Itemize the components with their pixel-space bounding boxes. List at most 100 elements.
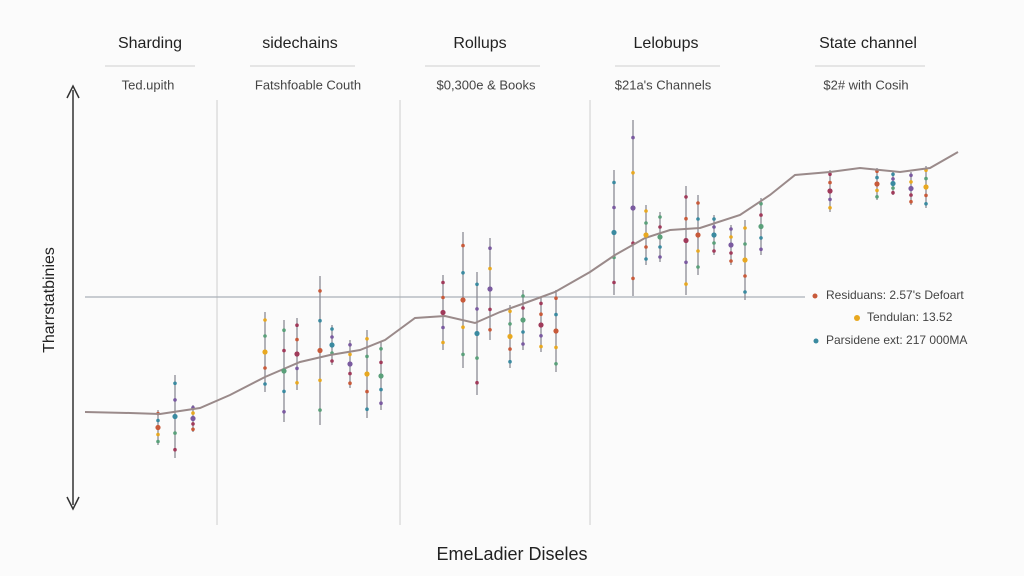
bar-dot [330, 359, 334, 363]
bar-dot [521, 330, 525, 334]
marker [329, 342, 335, 348]
bar-dot [554, 345, 558, 350]
x-axis-label: EmeLadier Diseles [436, 544, 587, 564]
bar-dot [712, 217, 716, 221]
bar-dot [173, 398, 177, 402]
bar-dot [365, 389, 369, 394]
column-title: sidechains [262, 35, 338, 52]
marker [520, 317, 526, 323]
bar-dot [828, 172, 832, 176]
marker [507, 333, 513, 340]
bar-dot [743, 242, 747, 246]
bar-dot [612, 280, 616, 285]
column-title: State channel [819, 35, 917, 52]
bar-dot [330, 327, 334, 331]
bar-dot [759, 213, 763, 217]
y-axis [66, 84, 80, 511]
bar-dot [658, 245, 662, 249]
bar-dot [712, 249, 716, 253]
bar-dot [156, 439, 160, 444]
bar-dot [295, 323, 299, 328]
bar-dot [909, 193, 913, 197]
bar-dot [521, 342, 525, 346]
bar-dot [475, 380, 479, 385]
bar-dot [330, 335, 334, 339]
legend-entry: Residuans: 2.57's Defoart [826, 288, 964, 302]
column-title: Lelobups [634, 35, 699, 52]
bar-dot [379, 387, 383, 392]
marker [643, 232, 649, 238]
bar-dot [348, 371, 352, 376]
bar-dot [712, 225, 716, 229]
marker [474, 330, 480, 337]
legend-entry: Parsidene ext: 217 000MA [826, 333, 967, 347]
bar-dot [875, 188, 879, 193]
bar-dot [173, 431, 177, 435]
bar-dot [295, 337, 299, 342]
bar-dot [612, 205, 616, 210]
bar-dot [263, 382, 267, 386]
bar-dot [365, 337, 369, 341]
marker [923, 184, 929, 190]
marker [742, 257, 748, 263]
trend-line [84, 151, 959, 416]
column-subtitle: $0,300e & Books [436, 77, 536, 92]
bar-dot [318, 378, 322, 383]
bar-dot [828, 180, 832, 185]
bar-dot [712, 241, 716, 245]
bar-dot [729, 235, 733, 239]
bar-dot [759, 236, 763, 240]
bar-dot [696, 249, 700, 253]
bar-dot [729, 227, 733, 231]
y-axis-label: Tharrstatbinies [41, 247, 58, 353]
bar-dot [696, 217, 700, 221]
bar-dot [729, 251, 733, 255]
bar-dot [318, 318, 322, 323]
bar-dot [263, 318, 267, 322]
bar-dot [461, 271, 465, 275]
bar-dot [318, 289, 322, 293]
marker [347, 361, 353, 367]
bar-dot [488, 266, 492, 271]
marker [487, 286, 493, 292]
bar-dot [508, 309, 512, 314]
legend-entry: Tendulan: 13.52 [867, 310, 953, 324]
bar-dot [295, 381, 299, 385]
marker [711, 232, 717, 238]
bar-dot [891, 186, 895, 190]
bar-dot [644, 257, 648, 261]
axis-arrows [66, 84, 80, 511]
bar-dot [828, 206, 832, 210]
bar-dot [475, 307, 479, 311]
bar-dot [909, 199, 913, 204]
marker [281, 368, 287, 374]
bar-dot [521, 306, 525, 310]
bar-dot [684, 195, 688, 199]
bar-dot [909, 180, 913, 184]
bar-dot [875, 175, 879, 180]
bar-dot [924, 193, 928, 198]
bar-dot [539, 334, 543, 338]
bar-dot [365, 407, 369, 412]
bar-dot [743, 226, 747, 230]
bar-dot [644, 221, 648, 225]
marker [683, 237, 689, 244]
marker [378, 373, 384, 379]
bar-dot [539, 344, 543, 349]
marker [172, 413, 178, 420]
bar-dot [631, 135, 635, 140]
bar-dot [282, 348, 286, 353]
bar-dot [644, 209, 648, 213]
markers [155, 180, 929, 431]
bar-dot [191, 427, 195, 432]
legend-marker [812, 293, 818, 299]
bar-dot [684, 282, 688, 286]
column-subtitle: Fatshfoable Couth [255, 77, 361, 92]
marker [630, 205, 636, 211]
bar-dot [508, 359, 512, 364]
bar-dot [658, 215, 662, 219]
bar-dot [379, 347, 383, 351]
